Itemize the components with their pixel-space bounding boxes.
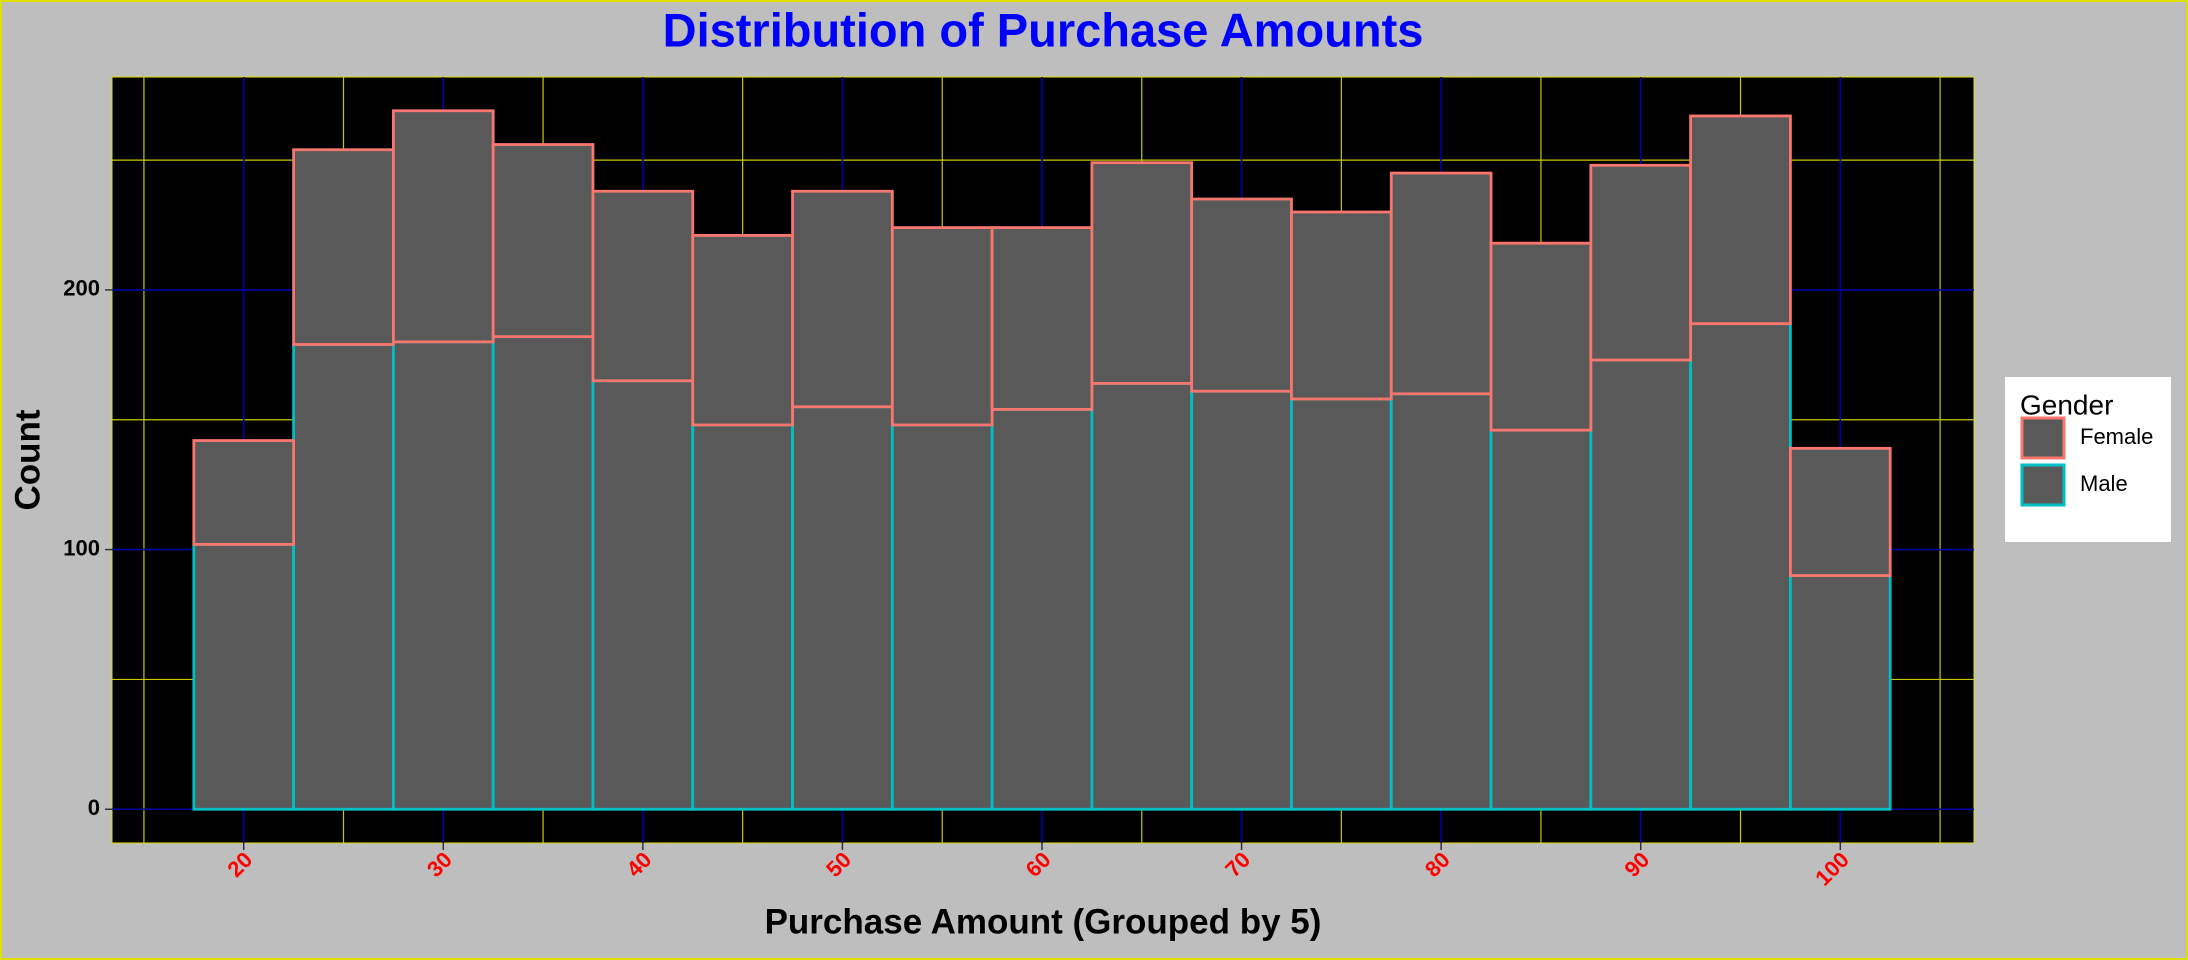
bar [292,343,395,811]
bar [1190,389,1293,811]
bar [1290,210,1393,401]
bar [391,340,495,811]
bar [1190,197,1293,393]
bar [1090,161,1194,385]
bar [990,226,1094,411]
legend-label: Male [2080,471,2128,496]
bar [890,423,994,811]
bar [1290,397,1393,811]
bar [1389,171,1493,396]
bar [791,405,894,811]
y-axis-label: Count [8,409,47,510]
bar [1489,241,1593,432]
y-tick-label: 200 [63,276,100,301]
bar [1788,446,1892,577]
bar [591,379,695,811]
bar [890,226,994,427]
bar [192,542,296,811]
bar [791,189,894,409]
legend-title: Gender [2020,389,2113,420]
bar [391,109,495,344]
y-tick-label: 100 [63,535,100,560]
chart-title: Distribution of Purchase Amounts [663,3,1424,56]
legend-swatch [2020,416,2066,460]
bar [1389,392,1493,811]
bar [691,423,794,811]
legend-swatch [2020,463,2066,507]
bar [292,148,395,346]
bar [192,439,296,546]
bar [990,407,1094,811]
bar [1489,428,1593,811]
bar [491,143,595,339]
bar [1689,322,1792,811]
bar [1689,114,1792,326]
bar [591,189,695,383]
bar [1788,574,1892,811]
bar [1589,163,1693,362]
bar [491,335,595,811]
bar [1090,381,1194,811]
legend-label: Female [2080,424,2153,449]
bar [691,233,794,427]
bar [1589,358,1693,811]
y-tick-label: 0 [88,795,100,820]
x-axis-label: Purchase Amount (Grouped by 5) [765,902,1322,941]
